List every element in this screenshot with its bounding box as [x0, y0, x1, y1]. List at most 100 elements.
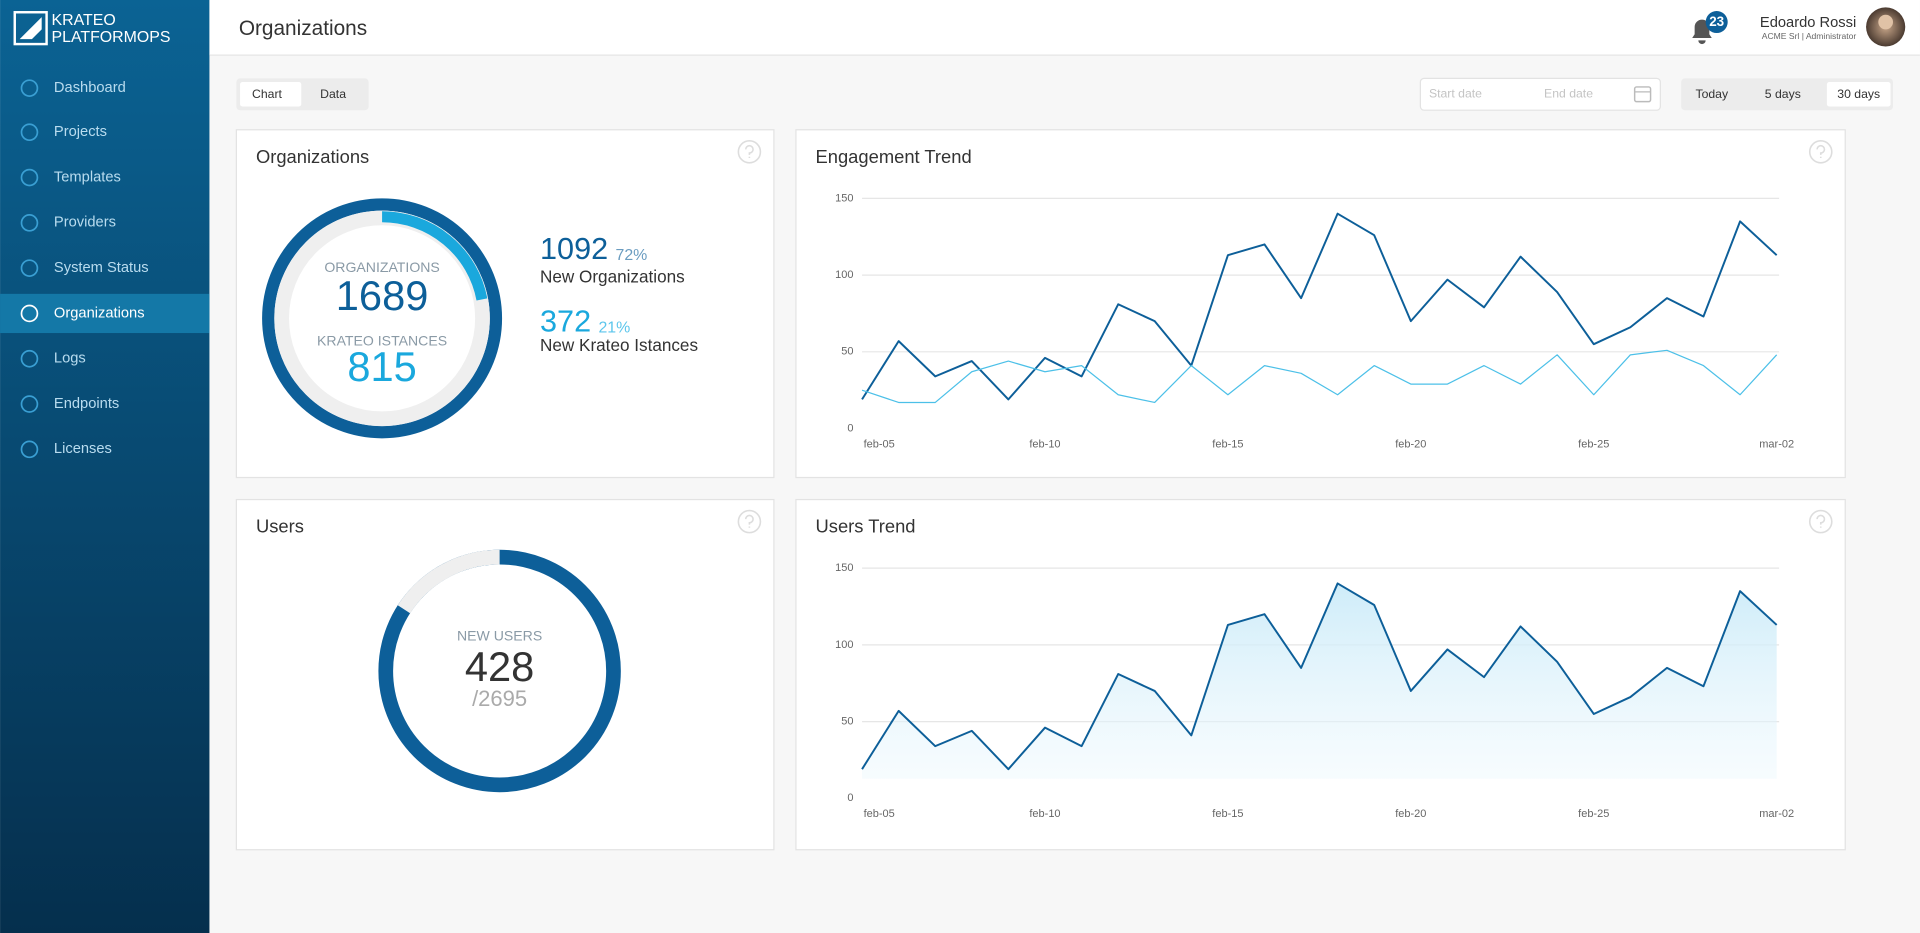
nav-item[interactable]: Projects [54, 124, 107, 140]
page-title: Organizations [239, 17, 367, 40]
nav-item[interactable]: Templates [54, 169, 121, 185]
card-title: Users [256, 516, 304, 537]
x-tick-label: feb-25 [1578, 808, 1609, 820]
y-tick-label: 0 [847, 792, 853, 804]
nav-item[interactable]: Endpoints [54, 396, 119, 412]
stat-share: 72% [615, 247, 647, 264]
y-tick-label: 0 [847, 422, 853, 434]
range-button[interactable]: Today [1695, 87, 1729, 101]
help-glyph [744, 514, 754, 528]
stat-value: 372 [540, 304, 591, 338]
y-tick-label: 50 [841, 715, 853, 727]
stat-name: New Organizations [540, 266, 685, 286]
view-tab[interactable]: Chart [252, 87, 283, 101]
help-icon[interactable] [737, 509, 762, 534]
avatar[interactable] [1866, 7, 1906, 47]
x-tick-label: feb-15 [1212, 808, 1243, 820]
nav-icon [20, 123, 39, 142]
x-tick-label: feb-05 [864, 438, 895, 450]
x-tick-label: feb-20 [1395, 438, 1426, 450]
x-tick-label: mar-02 [1759, 808, 1794, 820]
nav-icon [20, 349, 39, 368]
y-tick-label: 150 [835, 192, 853, 204]
end-date[interactable]: End date [1544, 87, 1593, 101]
range-button[interactable]: 30 days [1837, 87, 1880, 101]
range-button[interactable]: 5 days [1765, 87, 1801, 101]
user-name: Edoardo Rossi [1760, 15, 1856, 31]
x-tick-label: feb-05 [864, 808, 895, 820]
notifications[interactable]: 23 [1692, 11, 1728, 45]
logo: KRATEO PLATFORMOPS [13, 11, 171, 46]
help-glyph [1816, 514, 1826, 528]
nav-item[interactable]: Logs [54, 351, 86, 367]
stat-value: 1092 [540, 232, 608, 266]
series-line [861, 349, 1778, 404]
header [209, 0, 1920, 56]
x-tick-label: feb-15 [1212, 438, 1243, 450]
total-label: ORGANIZATIONS [324, 259, 440, 275]
logo-mark [19, 17, 42, 40]
card [235, 129, 775, 479]
card [795, 129, 1846, 479]
stat-share: 21% [598, 319, 630, 336]
nav-icon [20, 395, 39, 413]
nav-item[interactable]: Organizations [54, 305, 145, 321]
logo-icon [13, 11, 48, 46]
help-icon[interactable] [1808, 509, 1833, 534]
y-tick-label: 100 [835, 639, 853, 651]
nav-icon [20, 79, 39, 97]
range-active [1826, 82, 1891, 107]
nav-icon [20, 259, 39, 277]
tab-active [240, 82, 302, 107]
sidebar [0, 0, 210, 933]
instances-label: KRATEO ISTANCES [317, 332, 447, 348]
y-tick-label: 150 [835, 562, 853, 574]
x-tick-label: feb-25 [1578, 438, 1609, 450]
instances-value: 815 [347, 343, 416, 390]
help-icon[interactable] [737, 140, 762, 164]
user-role: ACME Srl | Administrator [1762, 31, 1857, 41]
series-line [861, 212, 1778, 401]
badge [1705, 11, 1728, 34]
help-glyph [744, 144, 754, 158]
nav-icon [20, 214, 39, 232]
card-title: Organizations [256, 146, 369, 167]
nav-item[interactable]: Providers [54, 215, 116, 231]
help-icon[interactable] [1808, 140, 1833, 164]
brand-line2: PLATFORMOPS [51, 29, 170, 46]
nav-item[interactable]: Dashboard [54, 80, 126, 96]
date-picker[interactable] [1419, 77, 1661, 111]
help-glyph [1816, 144, 1826, 158]
total-value: 1689 [336, 272, 429, 319]
calendar-icon [1633, 86, 1652, 103]
total-users: /2695 [472, 686, 527, 711]
x-tick-label: feb-10 [1029, 438, 1060, 450]
view-tab[interactable]: Data [320, 87, 346, 101]
badge-count: 23 [1709, 14, 1724, 29]
card-title: Engagement Trend [816, 146, 972, 167]
nav-icon [20, 168, 39, 187]
y-tick-label: 100 [835, 269, 853, 281]
avatar-head [1878, 14, 1893, 30]
outer-ring [262, 198, 503, 439]
nav-item[interactable]: System Status [54, 260, 149, 276]
new-users-arc [397, 549, 500, 614]
start-date[interactable]: Start date [1429, 87, 1482, 101]
nav-active-bg [0, 293, 210, 334]
nav-item[interactable]: Licenses [54, 441, 112, 457]
x-tick-label: feb-20 [1395, 808, 1426, 820]
series-line [861, 582, 1778, 771]
center-label: NEW USERS [457, 627, 542, 643]
instances-arc [381, 211, 488, 301]
y-tick-label: 50 [841, 346, 853, 358]
new-users: 428 [465, 643, 534, 690]
stat-name: New Krateo Istances [540, 335, 698, 355]
nav-icon [20, 440, 39, 459]
x-tick-label: mar-02 [1759, 438, 1794, 450]
nav-icon [20, 304, 39, 323]
card-title: Users Trend [816, 516, 916, 537]
brand-line1: KRATEO [51, 12, 115, 29]
x-tick-label: feb-10 [1029, 808, 1060, 820]
